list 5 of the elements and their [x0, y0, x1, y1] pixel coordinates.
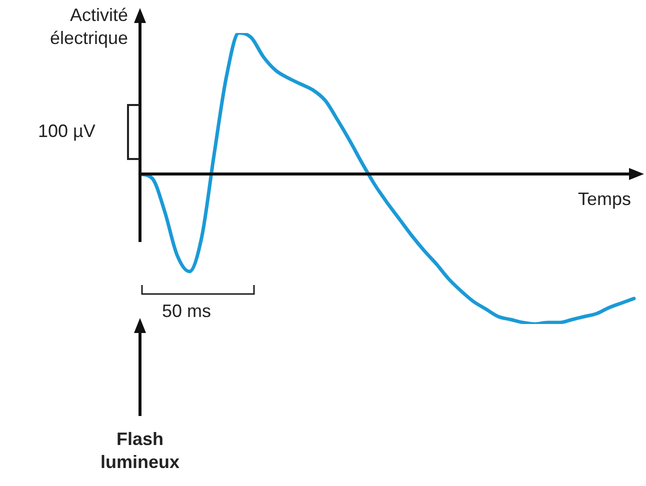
y-axis-title: Activité électrique: [48, 4, 128, 49]
text: 100 µV: [38, 120, 96, 142]
x-axis-title: Temps: [578, 188, 632, 210]
annotation: 50 ms: [162, 300, 212, 322]
text: Flash lumineux: [99, 428, 180, 473]
